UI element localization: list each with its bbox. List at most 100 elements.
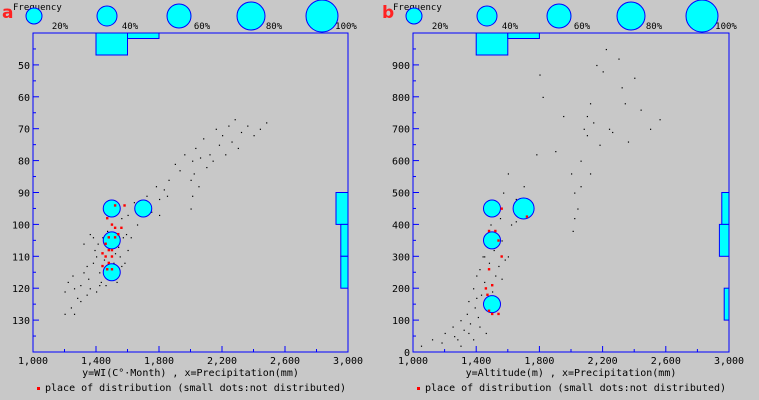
data-point-distributed [107, 248, 110, 252]
data-point-not-distributed [482, 256, 484, 258]
data-point-not-distributed [119, 256, 121, 258]
right-histogram-bar [718, 223, 730, 257]
data-point-not-distributed [266, 122, 268, 124]
data-point-distributed [113, 236, 117, 239]
y-tick-label: 130 [12, 316, 30, 327]
data-point-not-distributed [209, 154, 211, 156]
data-point-distributed [497, 239, 500, 242]
data-point-not-distributed [659, 119, 661, 121]
data-point-not-distributed [222, 135, 224, 137]
data-point-not-distributed [468, 300, 470, 303]
data-point-not-distributed [133, 202, 135, 204]
data-point-not-distributed [92, 262, 95, 264]
legend-percent-80: 80% [266, 22, 283, 32]
plot-frame [32, 32, 349, 353]
plot-frame [412, 32, 730, 353]
data-point-not-distributed [86, 294, 88, 296]
data-point-not-distributed [212, 160, 214, 162]
data-point-not-distributed [499, 218, 502, 220]
legend-text: place of distribution (small dots:not di… [425, 383, 726, 394]
legend-circle-80 [236, 1, 266, 31]
data-point-distributed [487, 268, 491, 271]
data-point-not-distributed [640, 109, 642, 111]
data-point-not-distributed [593, 122, 595, 124]
data-point-distributed [110, 248, 114, 252]
data-point-not-distributed [163, 189, 165, 191]
data-point-not-distributed [571, 173, 573, 175]
data-point-not-distributed [577, 208, 579, 210]
data-point-not-distributed [116, 281, 118, 284]
data-point-not-distributed [484, 281, 486, 284]
legend-percent-60: 60% [194, 22, 211, 32]
data-point-not-distributed [174, 163, 176, 165]
x-tick-label: 2,600 [270, 356, 300, 367]
x-tick-label: 1,800 [524, 356, 554, 367]
data-point-not-distributed [621, 87, 623, 89]
data-point-distributed [491, 284, 494, 287]
frequency-circle [483, 231, 501, 250]
data-point-distributed [106, 217, 109, 220]
data-point-not-distributed [580, 186, 582, 188]
data-point-not-distributed [650, 128, 652, 130]
data-point-not-distributed [193, 173, 195, 175]
legend-red-marker [37, 387, 40, 390]
data-point-not-distributed [107, 230, 109, 232]
data-point-not-distributed [466, 313, 468, 315]
data-point-not-distributed [477, 316, 479, 319]
data-point-not-distributed [460, 320, 462, 322]
data-point-not-distributed [121, 218, 123, 220]
legend-circle-20 [405, 7, 423, 25]
data-point-not-distributed [215, 128, 217, 130]
y-tick-label: 300 [392, 252, 410, 263]
y-tick-label: 600 [392, 157, 410, 168]
x-axis-caption: y=Altitude(m) , x=Precipitation(mm) [466, 368, 677, 379]
legend-percent-100: 100% [335, 22, 357, 32]
data-point-not-distributed [479, 326, 481, 328]
right-histogram-bar [340, 223, 349, 257]
data-point-not-distributed [72, 275, 74, 277]
data-point-not-distributed [113, 262, 115, 264]
y-tick-label: 90 [18, 189, 30, 200]
data-point-distributed [101, 252, 104, 255]
legend-percent-20: 20% [432, 22, 449, 32]
data-point-distributed [113, 226, 117, 229]
data-point-not-distributed [179, 170, 181, 172]
data-point-not-distributed [192, 160, 194, 162]
chart-b: Frequency 20% 40% 60% 80% 100% b 0 100 200 300 400 5… [382, 0, 744, 394]
x-tick-label: 3,000 [714, 356, 744, 367]
y-tick-label: 0 [404, 348, 410, 359]
frequency-circle [512, 197, 535, 220]
data-point-not-distributed [206, 166, 208, 169]
data-point-not-distributed [114, 253, 117, 255]
y-tick-label: 200 [392, 284, 410, 295]
data-point-not-distributed [536, 154, 538, 156]
y-tick-label: 100 [12, 220, 30, 231]
panel-letter: b [382, 3, 394, 23]
data-point-not-distributed [431, 339, 434, 341]
data-point-not-distributed [151, 211, 153, 213]
data-point-not-distributed [574, 218, 576, 220]
data-point-not-distributed [452, 326, 454, 328]
data-point-not-distributed [457, 339, 459, 341]
x-tick-label: 1,400 [461, 356, 491, 367]
data-point-distributed [487, 229, 491, 233]
data-point-not-distributed [589, 103, 592, 105]
data-point-not-distributed [168, 179, 170, 181]
x-tick-label: 1,800 [144, 356, 174, 367]
legend-percent-40: 40% [502, 22, 519, 32]
data-point-not-distributed [96, 291, 98, 293]
data-point-not-distributed [96, 256, 98, 258]
data-point-not-distributed [166, 195, 169, 197]
data-point-not-distributed [100, 281, 102, 284]
legend-circle-40 [96, 5, 118, 27]
legend-circle-100 [305, 0, 339, 33]
data-point-distributed [494, 229, 497, 233]
data-point-not-distributed [515, 198, 517, 201]
data-point-not-distributed [602, 71, 604, 73]
data-point-distributed [500, 207, 503, 210]
data-point-not-distributed [495, 275, 497, 277]
data-point-not-distributed [83, 243, 85, 245]
data-point-not-distributed [190, 208, 192, 210]
data-point-not-distributed [102, 237, 104, 239]
data-point-not-distributed [253, 135, 255, 137]
